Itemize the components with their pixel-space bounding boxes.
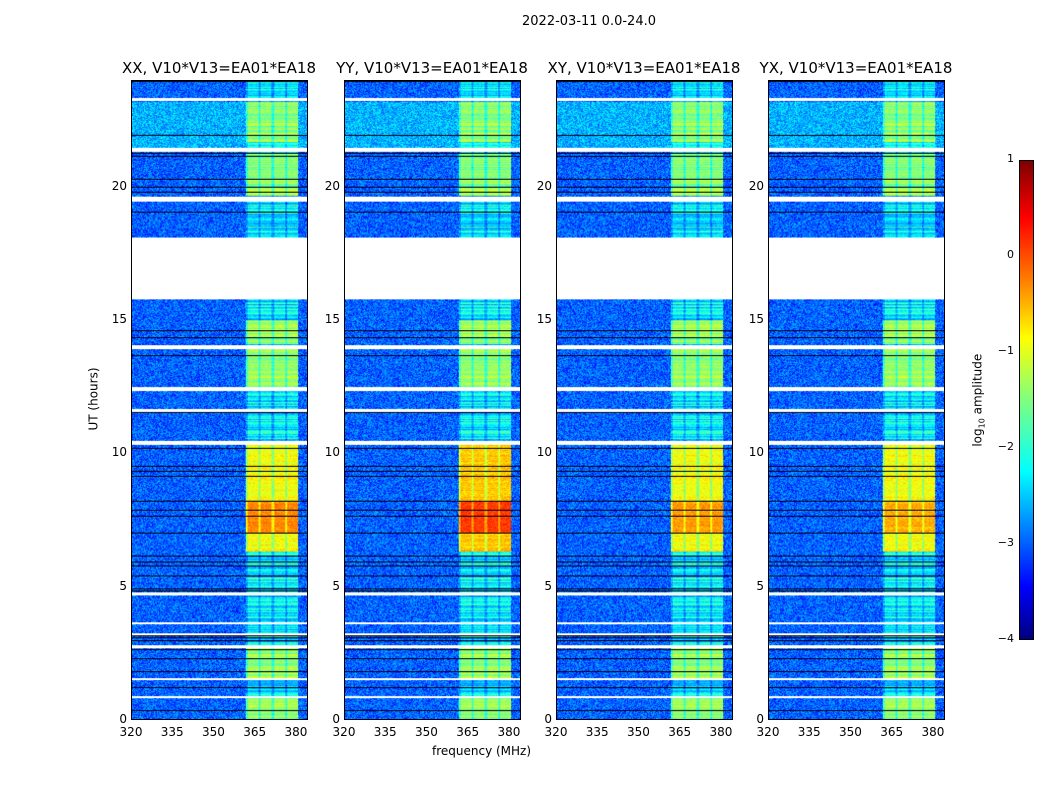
colorbar-tick-label: 1	[1007, 152, 1014, 165]
colorbar-tick-label: −1	[997, 344, 1014, 357]
y-tick-label: 20	[748, 178, 764, 193]
colorbar-label: log10 amplitude	[970, 353, 987, 447]
colorbar-tick-label: −3	[997, 536, 1014, 549]
y-tick-label: 15	[536, 312, 552, 326]
waterfall-panel-2	[556, 80, 733, 720]
figure-title: 2022-03-11 0.0-24.0	[522, 14, 656, 29]
x-tick-label: 365	[243, 725, 267, 739]
colorbar-tick-label: −4	[997, 632, 1014, 645]
panel-title: YX, V10*V13=EA01*EA18	[759, 59, 953, 77]
y-tick-label: 15	[324, 312, 340, 326]
x-tick-label: 365	[456, 725, 480, 739]
panel-title: XX, V10*V13=EA01*EA18	[121, 59, 316, 77]
y-tick-label: 0	[756, 712, 764, 726]
x-tick-label: 350	[627, 725, 650, 739]
x-tick-label: 335	[160, 725, 184, 739]
panel-title: YY, V10*V13=EA01*EA18	[336, 59, 528, 77]
heatmap-canvas	[769, 81, 944, 719]
x-tick-label: 335	[373, 725, 397, 739]
heatmap-canvas	[557, 81, 732, 719]
y-axis-label: UT (hours)	[86, 367, 101, 431]
x-tick-label: 320	[756, 725, 780, 739]
x-axis-label: frequency (MHz)	[432, 744, 532, 758]
x-tick-label: 365	[668, 725, 692, 739]
waterfall-panel-0	[131, 80, 308, 720]
y-tick-label: 5	[756, 578, 764, 593]
x-tick-label: 320	[544, 725, 568, 739]
colorbar-tick-label: −2	[997, 440, 1014, 453]
waterfall-panel-3	[768, 80, 945, 720]
colorbar-tick-label: 0	[1007, 248, 1014, 261]
x-tick-label: 335	[585, 725, 609, 739]
y-tick-label: 10	[748, 445, 764, 460]
y-tick-label: 0	[332, 712, 340, 726]
y-tick-label: 20	[324, 178, 340, 193]
waterfall-panel-1	[344, 80, 521, 720]
panel-title: XY, V10*V13=EA01*EA18	[547, 59, 741, 77]
x-tick-label: 380	[497, 725, 521, 739]
y-tick-label: 10	[324, 445, 340, 460]
y-tick-label: 5	[119, 578, 127, 593]
x-tick-label: 380	[284, 725, 308, 739]
y-tick-label: 5	[544, 578, 552, 593]
y-tick-label: 5	[332, 578, 340, 593]
x-tick-label: 350	[839, 725, 862, 739]
y-tick-label: 15	[111, 312, 127, 326]
heatmap-canvas	[345, 81, 520, 719]
y-tick-label: 10	[111, 445, 127, 460]
x-tick-label: 350	[415, 725, 438, 739]
x-tick-label: 380	[921, 725, 945, 739]
x-tick-label: 335	[797, 725, 821, 739]
x-tick-label: 365	[880, 725, 904, 739]
heatmap-canvas	[132, 81, 307, 719]
y-tick-label: 20	[111, 178, 127, 193]
x-tick-label: 320	[332, 725, 356, 739]
y-tick-label: 10	[536, 445, 552, 460]
x-tick-label: 350	[202, 725, 225, 739]
x-tick-label: 380	[709, 725, 733, 739]
y-tick-label: 20	[536, 178, 552, 193]
y-tick-label: 0	[544, 712, 552, 726]
y-tick-label: 0	[119, 712, 127, 726]
y-tick-label: 15	[748, 312, 764, 326]
x-tick-label: 320	[119, 725, 143, 739]
colorbar	[1019, 160, 1034, 640]
